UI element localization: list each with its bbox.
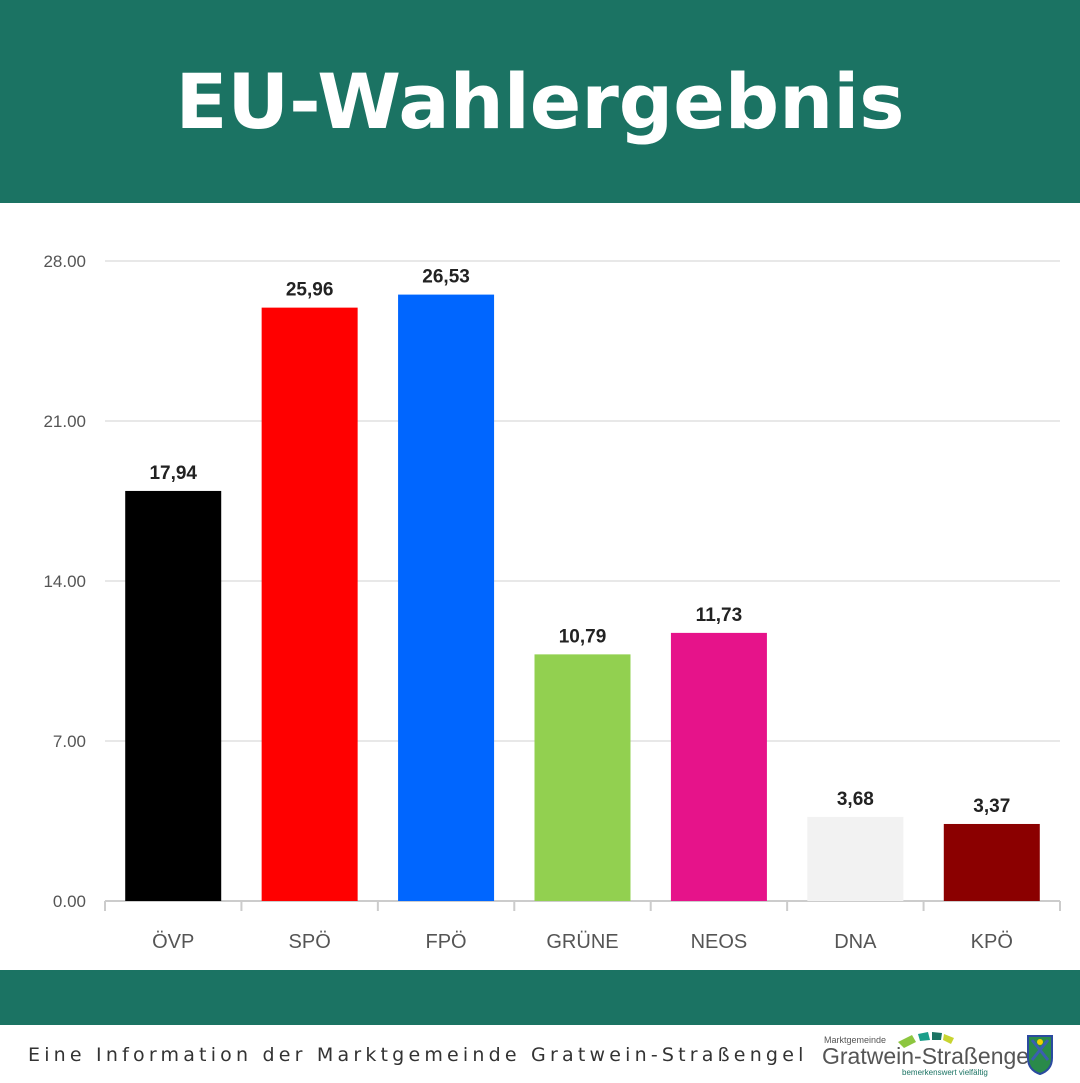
x-tick-label: FPÖ [426, 931, 467, 953]
data-label: 26,53 [422, 267, 470, 288]
logo-tagline: bemerkenswert vielfältig [902, 1068, 988, 1077]
chart-svg: 0.00 7.00 14.00 21.00 28.00 17,94 ÖVP 25,96 SPÖ 2… [43, 252, 1061, 953]
coat-of-arms-icon [1027, 1035, 1053, 1076]
y-tick-label: 21.00 [43, 412, 86, 431]
data-label: 25,96 [286, 280, 334, 301]
page-title: EU-Wahlergebnis [175, 57, 905, 146]
data-label: 11,73 [696, 605, 743, 626]
bar-dna [807, 816, 904, 901]
bar-chart: 0.00 7.00 14.00 21.00 28.00 17,94 ÖVP 25,96 SPÖ 2… [0, 203, 1080, 970]
x-tick-label: DNA [834, 931, 877, 953]
header: EU-Wahlergebnis [0, 0, 1080, 203]
y-tick-label: 7.00 [53, 732, 86, 751]
municipality-logo: Marktgemeinde Gratwein-Straßengel bemerk… [820, 1030, 1075, 1078]
data-label: 10,79 [559, 626, 607, 647]
x-tick-label: SPÖ [289, 931, 331, 953]
bar-övp [125, 490, 222, 901]
footer-band [0, 970, 1080, 1025]
x-tick-label: KPÖ [971, 931, 1013, 953]
bar-grüne [534, 654, 631, 901]
x-tick-label: GRÜNE [546, 931, 618, 953]
data-label: 17,94 [149, 463, 197, 484]
x-tick-label: ÖVP [152, 931, 194, 953]
data-label: 3,37 [973, 796, 1010, 817]
bar-neos [670, 632, 767, 901]
data-label: 3,68 [837, 789, 874, 810]
logo-name: Gratwein-Straßengel [822, 1043, 1034, 1069]
y-tick-label: 14.00 [43, 572, 86, 591]
bar-kpö [943, 823, 1040, 901]
logo-small-text: Marktgemeinde [824, 1035, 886, 1045]
y-tick-label: 0.00 [53, 892, 86, 911]
footer-text: Eine Information der Marktgemeinde Gratw… [28, 1044, 808, 1066]
x-tick-label: NEOS [691, 931, 748, 953]
bar-fpö [398, 294, 495, 902]
y-tick-label: 28.00 [43, 252, 86, 271]
bar-spö [261, 307, 358, 902]
